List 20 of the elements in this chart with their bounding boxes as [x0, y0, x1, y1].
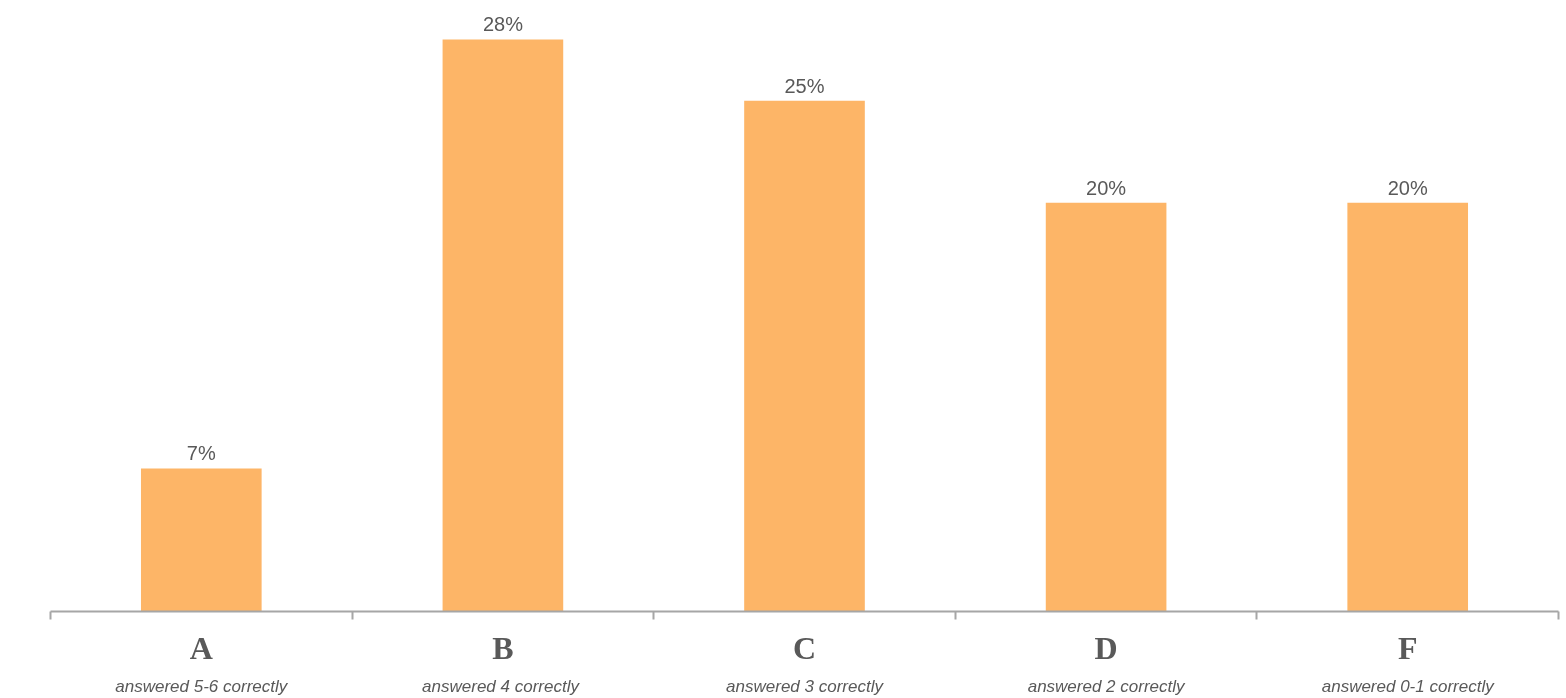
x-tick-label: C [792, 629, 817, 666]
bar [744, 100, 865, 612]
bar [442, 39, 564, 612]
bar [140, 468, 262, 612]
text: answered 5-6 correctly [115, 676, 289, 696]
x-tick-label: D [1094, 629, 1118, 666]
text: answered 2 correctly [1027, 676, 1187, 696]
x-tick-label: F [1397, 629, 1418, 666]
data-label: 25% [784, 74, 825, 97]
bar [1045, 202, 1167, 612]
data-label: 28% [482, 13, 524, 36]
text: answered 0-1 correctly [1321, 676, 1496, 696]
data-label: 7% [186, 442, 216, 465]
data-label: 20% [1387, 176, 1428, 199]
x-tick-label: A [189, 629, 213, 666]
text: answered 4 correctly [422, 676, 581, 696]
data-label: 20% [1086, 176, 1127, 199]
text: answered 3 correctly [726, 676, 885, 696]
x-tick-label: B [492, 629, 514, 666]
bar [1347, 202, 1469, 612]
